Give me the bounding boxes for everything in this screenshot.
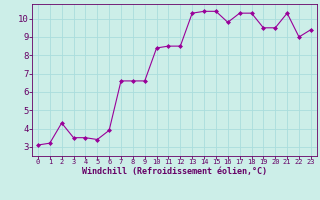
X-axis label: Windchill (Refroidissement éolien,°C): Windchill (Refroidissement éolien,°C) [82,167,267,176]
